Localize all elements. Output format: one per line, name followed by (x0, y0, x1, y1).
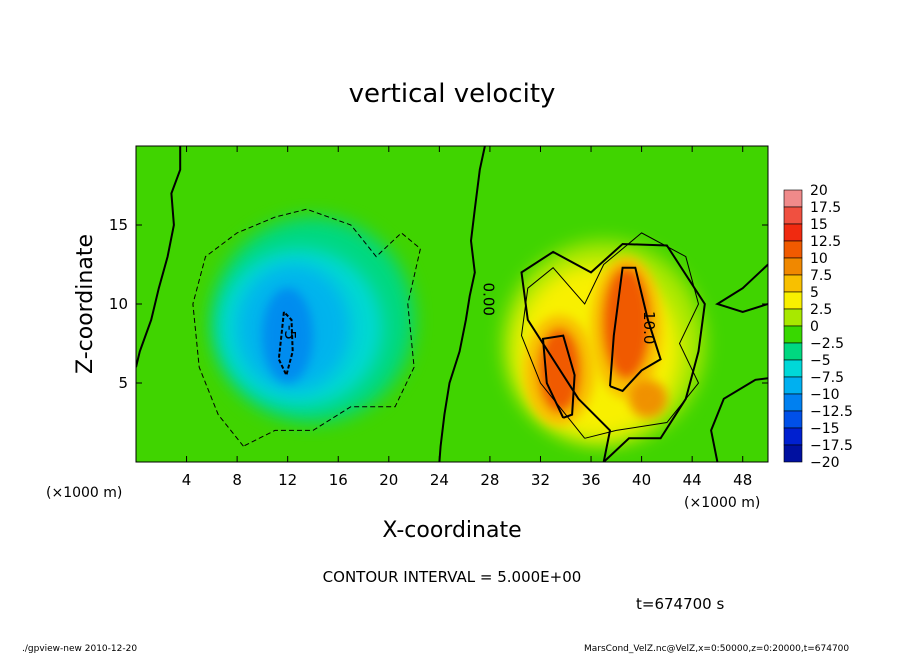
zero-contour-east (715, 263, 768, 313)
updraft-south (628, 379, 667, 418)
colorbar-swatch (783, 410, 803, 429)
contour-label: 10.0 (640, 311, 658, 344)
contour-10-center (609, 266, 662, 393)
colorbar-label: −10 (810, 387, 840, 403)
colorbar-label: −12.5 (810, 404, 853, 420)
x-tick-label: 32 (531, 471, 550, 489)
velocity-field (136, 146, 768, 462)
colorbar-label: −15 (810, 421, 840, 437)
y-axis-unit-label: (×1000 m) (684, 495, 760, 511)
colorbar-label: −5 (810, 353, 831, 369)
zero-contour-updraft (520, 242, 706, 462)
colorbar: 2017.51512.5107.552.50−2.5−5−7.5−10−12.5… (783, 183, 853, 471)
time-stamp-text: t=674700 s (636, 595, 724, 613)
colorbar-label: 2.5 (810, 302, 832, 318)
colorbar-swatch (783, 223, 803, 242)
colorbar-swatch (783, 257, 803, 276)
downdraft-core (262, 288, 313, 383)
footer-left: ./gpview-new 2010-12-20 (22, 644, 137, 654)
x-tick-label: 20 (379, 471, 398, 489)
contour-10-west (541, 334, 576, 419)
footer-right: MarsCond_VelZ.nc@VelZ,x=0:50000,z=0:2000… (584, 644, 849, 654)
colorbar-label: 12.5 (810, 234, 841, 250)
colorbar-label: −2.5 (810, 336, 844, 352)
x-tick-label: 28 (480, 471, 499, 489)
x-tick-label: 48 (733, 471, 752, 489)
x-axis-unit-label: (×1000 m) (46, 485, 122, 501)
x-axis-title: X-coordinate (382, 518, 521, 543)
x-tick-label: 8 (232, 471, 242, 489)
colorbar-swatch (783, 393, 803, 412)
x-tick-label: 16 (329, 471, 348, 489)
x-axis-ticks: 4 8 12 16 20 24 28 32 36 40 44 48 (182, 146, 752, 489)
x-tick-label: 24 (430, 471, 449, 489)
y-axis-title: Z-coordinate (73, 234, 98, 374)
colorbar-label: −20 (810, 455, 840, 471)
contour-labels: 0.00 10.0 -5 (281, 283, 658, 345)
colorbar-swatch (783, 444, 803, 463)
colorbar-label: 17.5 (810, 200, 841, 216)
contour-interval-text: CONTOUR INTERVAL = 5.000E+00 (323, 568, 582, 586)
updraft-center-core (603, 267, 650, 379)
colorbar-swatch (783, 291, 803, 310)
y-tick-label: 10 (109, 295, 128, 313)
colorbar-swatch (783, 240, 803, 259)
colorbar-swatch (783, 427, 803, 446)
contour-label: -5 (281, 325, 299, 340)
x-tick-label: 4 (182, 471, 192, 489)
x-tick-label: 12 (278, 471, 297, 489)
colorbar-label: 0 (810, 319, 819, 335)
colorbar-label: 7.5 (810, 268, 832, 284)
colorbar-swatch (783, 189, 803, 208)
y-tick-label: 15 (109, 216, 128, 234)
x-tick-label: 44 (683, 471, 702, 489)
colorbar-label: −17.5 (810, 438, 853, 454)
colorbar-swatch (783, 325, 803, 344)
contour-label: 0.00 (480, 283, 498, 316)
colorbar-swatch (783, 342, 803, 361)
colorbar-swatch (783, 376, 803, 395)
colorbar-swatch (783, 308, 803, 327)
contour-minus10 (277, 311, 294, 378)
x-tick-label: 40 (632, 471, 651, 489)
colorbar-swatch (783, 206, 803, 225)
y-axis-ticks: 5 10 15 (109, 216, 768, 392)
colorbar-label: 5 (810, 285, 819, 301)
x-tick-label: 36 (581, 471, 600, 489)
contour-5 (520, 232, 700, 439)
contour-minus5 (192, 208, 421, 447)
colorbar-label: −7.5 (810, 370, 844, 386)
zero-contour-southeast (710, 377, 768, 462)
colorbar-swatch (783, 274, 803, 293)
colorbar-label: 20 (810, 183, 828, 199)
colorbar-label: 15 (810, 217, 828, 233)
zero-contour-left (136, 146, 182, 368)
chart-title: vertical velocity (349, 79, 556, 109)
colorbar-swatch (783, 359, 803, 378)
colorbar-label: 10 (810, 251, 828, 267)
zero-contour-middle (438, 146, 486, 462)
y-tick-label: 5 (118, 374, 128, 392)
